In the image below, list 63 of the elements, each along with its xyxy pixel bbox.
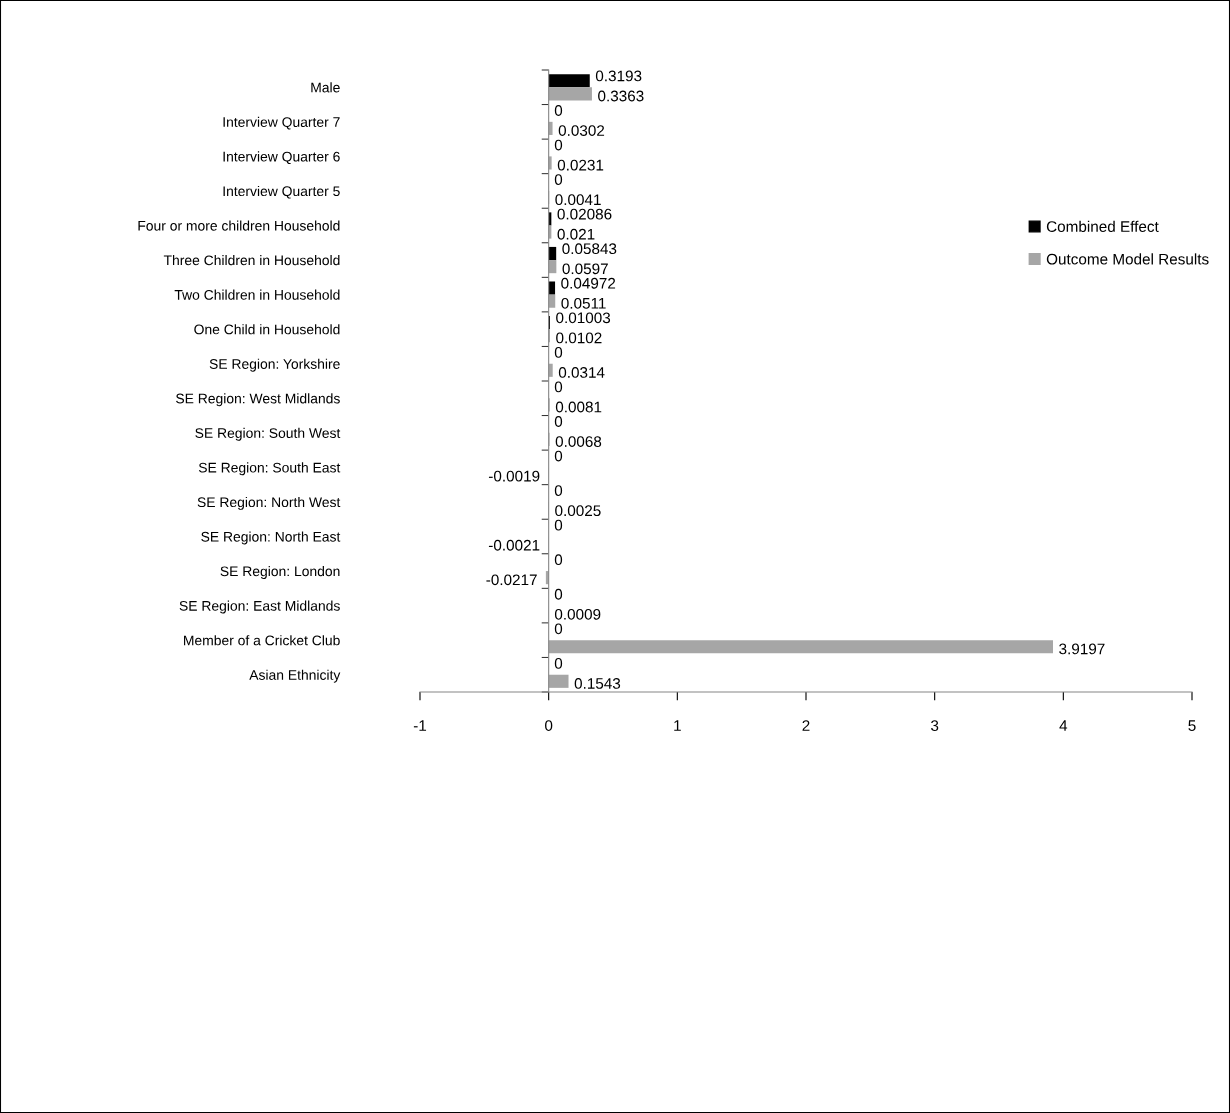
y-tick-label: Three Children in Household (163, 255, 340, 266)
legend-label: Outcome Model Results (1046, 253, 1209, 265)
y-tick-label: Two Children in Household (174, 289, 340, 300)
data-label: 0.1543 (574, 678, 621, 689)
data-label: 0.0025 (555, 505, 601, 517)
y-tick-label: Four or more children Household (138, 220, 340, 231)
data-label: 0.0041 (555, 194, 601, 206)
data-label: 0.3193 (595, 70, 642, 82)
x-tick-label: 4 (1059, 720, 1068, 731)
data-label: 0.0068 (555, 436, 602, 447)
data-label: 0.0511 (561, 297, 606, 309)
data-label: 0 (554, 381, 563, 393)
y-tick-label: Interview Quarter 5 (223, 185, 340, 199)
data-label: -0.0217 (486, 574, 537, 586)
y-tick-label: SE Region: East Midlands (179, 600, 340, 614)
y-tick-label: Asian Ethnicity (249, 669, 341, 683)
data-label: 0.3363 (598, 90, 644, 102)
data-label: 0.0009 (554, 608, 601, 620)
data-label: 0.0302 (558, 125, 605, 136)
data-label: 0 (554, 657, 563, 669)
y-tick-label: SE Region: South West (195, 427, 341, 441)
data-label: 0.05843 (562, 243, 617, 255)
x-tick-label: 0 (545, 720, 553, 731)
data-label: 0.02086 (557, 208, 612, 220)
data-label: 0.01003 (556, 312, 611, 324)
y-tick-label: SE Region: Yorkshire (209, 358, 340, 372)
data-label: 0.021 (557, 228, 595, 240)
y-tick-label: SE Region: North East (201, 531, 341, 545)
y-tick-label: SE Region: West Midlands (176, 393, 340, 407)
data-label: 0 (554, 588, 563, 600)
y-tick-label: Male (311, 82, 340, 93)
data-label: 0 (554, 346, 563, 358)
x-tick-label: 2 (802, 720, 810, 731)
y-tick-label: Interview Quarter 7 (223, 116, 340, 130)
x-tick-label: 3 (931, 720, 939, 731)
data-label: 0 (554, 174, 563, 186)
x-tick-label: 1 (674, 720, 681, 731)
data-label: 0 (554, 139, 563, 151)
data-label: 0.0314 (558, 367, 605, 378)
data-label: 0 (554, 554, 563, 566)
y-tick-label: Member of a Cricket Club (184, 635, 340, 646)
data-label: 0.0231 (557, 159, 604, 171)
data-label: 0 (554, 416, 563, 427)
y-tick-label: One Child in Household (194, 324, 340, 335)
data-label: -0.0019 (488, 470, 540, 482)
y-tick-label: Interview Quarter 6 (223, 151, 340, 165)
data-label: 0 (554, 485, 563, 497)
legend-label: Combined Effect (1046, 220, 1159, 232)
data-label: 3.9197 (1059, 643, 1105, 655)
data-label: 0 (554, 519, 563, 531)
data-label: 0.0081 (555, 401, 602, 413)
data-label: -0.0021 (488, 539, 540, 551)
data-label: 0 (554, 450, 563, 462)
data-label: 0 (554, 105, 563, 116)
data-label: 0 (554, 623, 563, 635)
x-tick-label: -1 (413, 720, 427, 731)
data-label: 0.0597 (562, 263, 608, 275)
y-tick-label: SE Region: South East (198, 462, 341, 476)
data-label: 0.0102 (556, 332, 602, 344)
data-label: 0.04972 (561, 277, 616, 289)
x-tick-label: 5 (1188, 720, 1196, 731)
y-tick-label: SE Region: North West (197, 496, 341, 510)
y-tick-label: SE Region: London (220, 566, 340, 579)
